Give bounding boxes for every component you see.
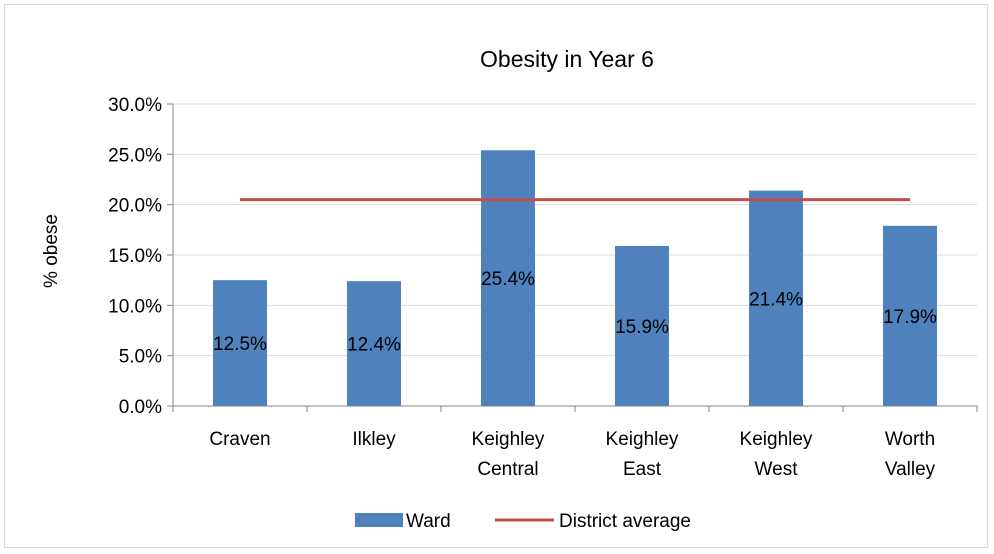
legend-label-district-average: District average — [559, 511, 691, 532]
x-category-label: West — [755, 459, 799, 480]
data-label-4: 21.4% — [749, 289, 803, 310]
legend-label-ward: Ward — [406, 511, 451, 532]
bar-2 — [481, 150, 535, 406]
bar-0 — [213, 280, 267, 406]
data-label-1: 12.4% — [347, 335, 401, 356]
data-label-5: 17.9% — [883, 307, 937, 328]
bar-5 — [883, 225, 937, 406]
y-tick-label: 25.0% — [108, 145, 162, 166]
y-tick-label: 10.0% — [108, 296, 162, 317]
legend-swatch-ward — [355, 513, 403, 527]
bar-1 — [347, 281, 401, 406]
y-tick-label: 15.0% — [108, 246, 162, 267]
bar-3 — [615, 245, 669, 406]
y-tick-label: 20.0% — [108, 196, 162, 217]
x-category-label: Central — [477, 459, 538, 480]
chart-title: Obesity in Year 6 — [480, 46, 654, 72]
x-category-label: Ilkley — [352, 429, 396, 450]
x-category-label: Valley — [885, 459, 936, 480]
x-category-label: Worth — [885, 429, 935, 450]
x-category-label: Craven — [209, 429, 270, 450]
x-category-label: East — [623, 459, 662, 480]
x-category-label: Keighley — [606, 429, 679, 450]
x-category-label: Keighley — [740, 429, 813, 450]
y-tick-label: 5.0% — [119, 347, 162, 368]
data-label-3: 15.9% — [615, 317, 669, 338]
data-label-2: 25.4% — [481, 269, 535, 290]
y-axis-title: % obese — [41, 214, 62, 288]
bar-4 — [749, 190, 803, 406]
y-tick-label: 0.0% — [119, 397, 162, 418]
y-tick-label: 30.0% — [108, 95, 162, 116]
x-category-label: Keighley — [472, 429, 545, 450]
data-label-0: 12.5% — [213, 334, 267, 355]
